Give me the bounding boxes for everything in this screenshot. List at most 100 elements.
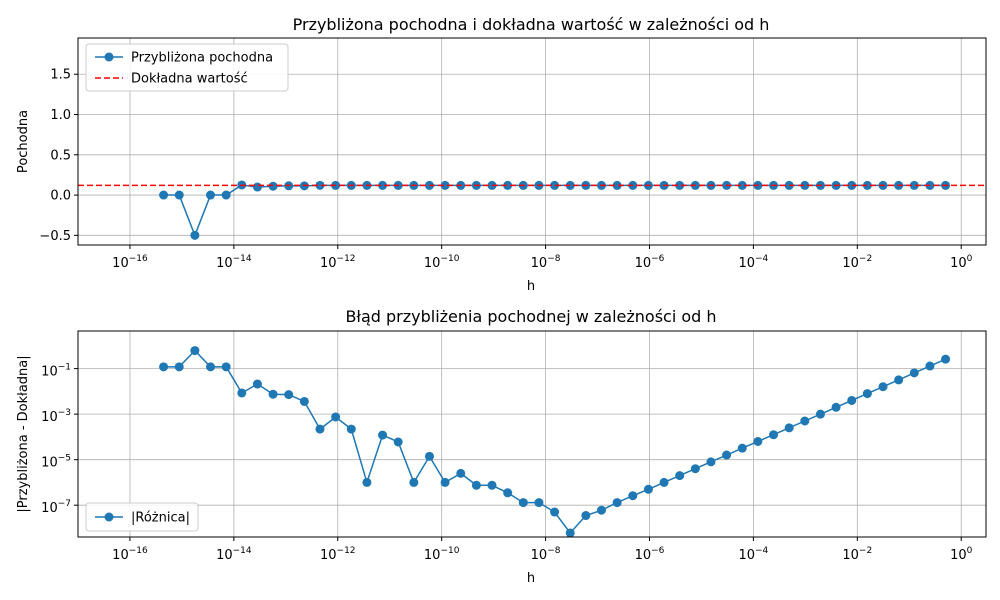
x-tick-label-base: 10 <box>950 256 967 271</box>
top-chart-legend-marker-approx <box>104 52 114 62</box>
data-point <box>628 491 638 501</box>
top-chart-frame <box>77 37 987 246</box>
data-point <box>643 484 653 494</box>
data-point <box>440 180 450 190</box>
x-tick-label-base: 10 <box>216 256 233 271</box>
x-tick-label: 10−14 <box>216 254 252 271</box>
data-point <box>612 180 622 190</box>
x-tick-label-exponent: −8 <box>547 546 561 556</box>
data-point <box>800 416 810 426</box>
y-tick-label: 1.0 <box>50 108 71 123</box>
data-point <box>378 430 388 440</box>
x-tick-label-base: 10 <box>424 548 441 563</box>
top-chart-legend-label-exact: Dokładna wartość <box>131 72 248 87</box>
x-tick-label: 100 <box>950 546 973 563</box>
data-point <box>847 395 857 405</box>
data-point <box>440 477 450 487</box>
top-chart-legend-label-approx: Przybliżona pochodna <box>131 51 273 66</box>
data-point <box>581 511 591 521</box>
y-tick-label-base: 10 <box>41 365 58 380</box>
data-point <box>284 390 294 400</box>
bottom-chart-legend-marker-diff <box>104 512 114 522</box>
x-tick-label-base: 10 <box>842 256 859 271</box>
x-tick-label: 10−2 <box>842 254 872 271</box>
x-tick-label: 10−4 <box>738 546 768 563</box>
data-point <box>737 180 747 190</box>
x-tick-label-base: 10 <box>842 548 859 563</box>
top-chart-title: Przybliżona pochodna i dokładna wartość … <box>293 15 770 34</box>
y-tick-label-exponent: −7 <box>58 499 71 509</box>
bottom-chart-y-ticks: 10−710−510−310−1 <box>41 363 78 516</box>
top-chart-legend-box <box>85 43 289 92</box>
data-point <box>221 362 231 372</box>
data-point <box>221 190 231 200</box>
y-tick-label: 10−3 <box>41 408 71 425</box>
data-point <box>487 480 497 490</box>
data-point <box>237 388 247 398</box>
bottom-chart: Błąd przybliżenia pochodnej w zależności… <box>16 307 987 586</box>
data-point <box>909 368 919 378</box>
x-tick-label-exponent: 0 <box>967 546 973 556</box>
x-tick-label-exponent: −6 <box>651 254 665 264</box>
data-point <box>362 477 372 487</box>
y-tick-label-base: 10 <box>41 501 58 516</box>
x-tick-label-base: 10 <box>531 548 548 563</box>
x-tick-label-exponent: −2 <box>859 546 872 556</box>
data-point <box>190 230 200 240</box>
x-tick-label: 100 <box>950 254 973 271</box>
data-point <box>565 528 575 538</box>
data-point <box>159 190 169 200</box>
data-point <box>659 477 669 487</box>
data-point <box>925 361 935 371</box>
x-tick-label: 10−14 <box>216 546 252 563</box>
y-tick-label-base: 10 <box>41 456 58 471</box>
bottom-chart-frame <box>77 330 987 538</box>
x-tick-label: 10−8 <box>531 546 561 563</box>
data-point <box>252 379 262 389</box>
bottom-chart-legend: |Różnica| <box>85 502 199 532</box>
x-tick-label-base: 10 <box>112 548 129 563</box>
data-point <box>565 180 575 190</box>
data-point <box>378 180 388 190</box>
bottom-chart-legend-box <box>85 502 199 532</box>
data-point <box>268 389 278 399</box>
data-point <box>894 375 904 385</box>
bottom-chart-x-ticks: 10−16 10−14 10−12 10−10 10−8 10−6 10−4 10−2 100 <box>112 537 973 563</box>
data-point <box>315 180 325 190</box>
data-point <box>518 498 528 508</box>
bottom-chart-y-label: |Przybliżona - Dokładna| <box>16 355 31 512</box>
x-tick-label-base: 10 <box>216 548 233 563</box>
x-tick-label: 10−2 <box>842 546 872 563</box>
x-tick-label-base: 10 <box>320 256 337 271</box>
data-point <box>550 507 560 517</box>
data-point <box>503 180 513 190</box>
x-tick-label-exponent: −14 <box>233 546 252 556</box>
y-tick-label: 0.5 <box>50 148 71 163</box>
data-point <box>299 396 309 406</box>
bottom-chart-title: Błąd przybliżenia pochodnej w zależności… <box>345 307 716 326</box>
x-tick-label-base: 10 <box>531 256 548 271</box>
data-point <box>612 498 622 508</box>
x-tick-label: 10−16 <box>112 254 148 271</box>
data-point <box>252 182 262 192</box>
data-point <box>909 180 919 190</box>
y-tick-label: −0.5 <box>39 229 71 244</box>
x-tick-label-base: 10 <box>635 256 652 271</box>
x-tick-label-exponent: −16 <box>129 254 148 264</box>
x-tick-label-base: 10 <box>635 548 652 563</box>
data-point <box>534 498 544 508</box>
data-point <box>174 362 184 372</box>
data-point <box>346 424 356 434</box>
data-point <box>174 190 184 200</box>
data-point <box>315 424 325 434</box>
data-point <box>206 190 216 200</box>
data-point <box>800 180 810 190</box>
top-chart-y-label: Pochodna <box>16 110 31 173</box>
data-point <box>550 180 560 190</box>
data-point <box>722 450 732 460</box>
x-tick-label-exponent: −16 <box>129 546 148 556</box>
x-tick-label-base: 10 <box>738 256 755 271</box>
x-tick-label: 10−6 <box>635 254 665 271</box>
top-chart-x-label: h <box>527 279 535 294</box>
